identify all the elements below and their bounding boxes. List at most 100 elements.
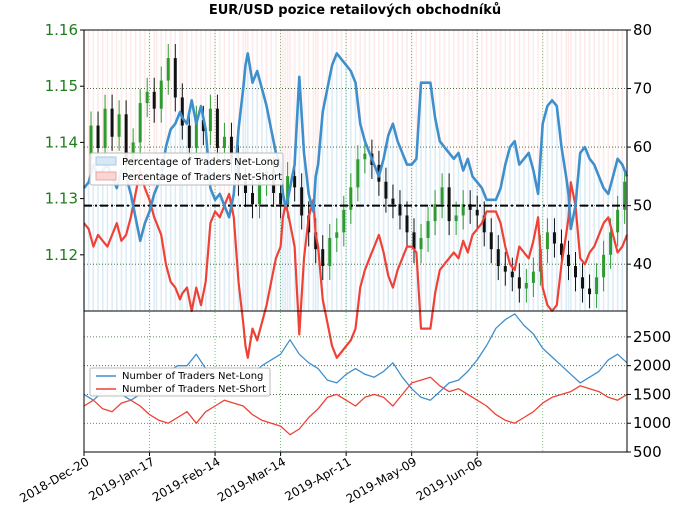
count-net-short-line (83, 376, 628, 436)
candle-body (349, 187, 353, 210)
candle-body (412, 232, 416, 250)
candle-body (96, 125, 100, 149)
candle-body (482, 215, 486, 233)
candle-body (447, 187, 451, 222)
candle-body (258, 181, 262, 205)
legend-box (89, 367, 271, 397)
candle-body (609, 232, 613, 255)
date-tick-label: 2019-Apr-11 (282, 454, 353, 503)
date-tick-label: 2019-May-09 (344, 454, 419, 506)
price-tick-label: 1.14 (45, 133, 78, 151)
count-tick-label: 2000 (633, 357, 671, 375)
price-tick-label: 1.12 (45, 246, 78, 264)
candle-body (152, 91, 156, 109)
candle-body (229, 136, 233, 160)
percent-tick-label: 60 (633, 138, 652, 156)
candle-body (286, 176, 290, 205)
candle-body (623, 181, 627, 210)
candle-body (293, 176, 297, 188)
candle-body (559, 243, 563, 255)
percent-tick-label: 40 (633, 255, 652, 273)
candle-body (159, 80, 163, 109)
candle-body (384, 181, 388, 199)
legend-label-count-net-long: Number of Traders Net-Long (122, 371, 263, 382)
top-legend: Percentage of Traders Net-Long Percentage… (89, 152, 284, 186)
candle-body (187, 125, 191, 149)
legend-label-net-short: Percentage of Traders Net-Short (122, 172, 282, 183)
bottom-legend: Number of Traders Net-Long Number of Trad… (89, 367, 271, 397)
bottom-panel: 500 1000 1500 2000 2500 Number of Traders Net… (17, 310, 671, 506)
candle-body (356, 159, 360, 188)
candle-body (426, 221, 430, 238)
candle-body (124, 114, 128, 165)
candle-body (503, 266, 507, 272)
candle-body (419, 237, 423, 250)
candle-body (552, 232, 556, 244)
percent-tick-label: 50 (633, 197, 652, 215)
date-tick-label: 2019-Feb-14 (150, 454, 223, 504)
legend-swatch-net-short (95, 171, 117, 181)
candle-body (201, 119, 205, 132)
candle-body (531, 271, 535, 283)
price-tick-label: 1.13 (45, 190, 78, 208)
chart-title: EUR/USD pozice retailových obchodníků (209, 3, 501, 18)
candle-body (251, 192, 255, 205)
candle-body (545, 232, 549, 250)
candle-body (588, 288, 592, 295)
date-tick-label: 2019-Jan-17 (86, 454, 157, 503)
candle-body (581, 277, 585, 289)
candle-body (595, 277, 599, 295)
candle-body (602, 254, 606, 278)
price-tick-label: 1.16 (45, 21, 78, 39)
date-tick-label: 2019-Mar-14 (215, 454, 288, 504)
candle-body (363, 153, 367, 160)
candle-body (454, 215, 458, 222)
candle-body (342, 209, 346, 233)
candle-body (440, 187, 444, 205)
count-tick-label: 1000 (633, 414, 671, 432)
candle-body (616, 209, 620, 233)
candle-body (461, 204, 465, 216)
candle-body (496, 249, 500, 267)
candle-body (489, 232, 493, 250)
candle-body (180, 97, 184, 126)
candle-body (222, 136, 226, 149)
net-short-line (83, 169, 629, 359)
candle-body (468, 204, 472, 210)
candle-body (138, 103, 142, 143)
candle-body (145, 91, 149, 104)
candle-body (475, 209, 479, 216)
candle-body (194, 119, 198, 149)
percent-tick-label: 80 (633, 21, 652, 39)
candle-body (117, 114, 121, 137)
candle-body (391, 198, 395, 205)
candle-body (510, 271, 514, 278)
candle-body (524, 282, 528, 289)
candle-body (321, 249, 325, 267)
top-panel: 1.12 1.13 1.14 1.15 1.16 40 50 60 70 80 Percentage… (45, 21, 652, 452)
candle-body (433, 204, 437, 222)
legend-label-count-net-short: Number of Traders Net-Short (122, 384, 266, 395)
candle-body (208, 108, 212, 132)
count-tick-label: 500 (633, 443, 662, 461)
candle-body (335, 232, 339, 238)
candle-body (173, 58, 177, 98)
candle-body (517, 277, 521, 289)
candle-body (166, 58, 170, 81)
legend-box (89, 152, 284, 186)
candle-body (279, 192, 283, 205)
count-tick-label: 1500 (633, 385, 671, 403)
candle-body (89, 125, 93, 160)
candle-body (566, 254, 570, 267)
date-tick-label: 2018-Dec-20 (17, 454, 91, 505)
price-tick-label: 1.15 (45, 77, 78, 95)
candle-body (243, 181, 247, 193)
bottom-plot-frame (83, 310, 628, 453)
candle-body (215, 108, 219, 149)
candle-body (314, 232, 318, 250)
candle-body (398, 204, 402, 216)
candle-body (103, 108, 107, 149)
candle-body (405, 215, 409, 233)
